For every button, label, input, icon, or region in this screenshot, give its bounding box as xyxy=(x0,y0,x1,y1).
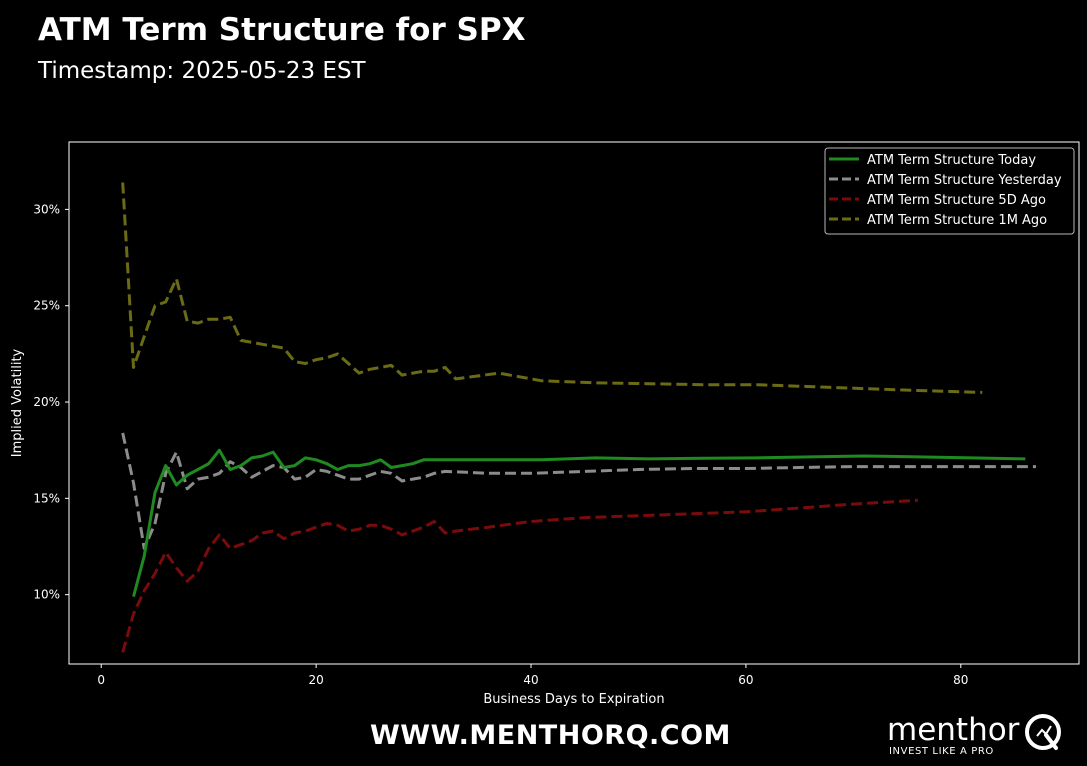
legend-label: ATM Term Structure 5D Ago xyxy=(867,193,1046,208)
x-tick-label: 60 xyxy=(738,673,753,687)
website-url[interactable]: WWW.MENTHORQ.COM xyxy=(370,720,731,751)
legend-label: ATM Term Structure 1M Ago xyxy=(867,213,1047,228)
brand-logo: menthor INVEST LIKE A PRO xyxy=(887,712,1077,760)
chart-subtitle: Timestamp: 2025-05-23 EST xyxy=(38,58,366,84)
chart-legend: ATM Term Structure Today ATM Term Structu… xyxy=(824,147,1075,235)
brand-name: menthor xyxy=(887,712,1020,748)
y-tick-label: 30% xyxy=(33,202,60,216)
series-line-2 xyxy=(121,498,918,653)
legend-label: ATM Term Structure Yesterday xyxy=(867,173,1062,188)
brand-q-icon xyxy=(1025,714,1061,750)
y-tick-label: 15% xyxy=(33,491,60,505)
y-tick-label: 20% xyxy=(33,395,60,409)
series-line-3 xyxy=(121,182,983,394)
axis-layer: 0 20 40 60 80 10% 15% 20% 25% 30% xyxy=(33,202,968,687)
chart-title: ATM Term Structure for SPX xyxy=(38,12,526,48)
x-tick-label: 40 xyxy=(523,673,538,687)
series-layer xyxy=(121,182,1036,653)
y-tick-label: 25% xyxy=(33,299,60,313)
legend-label: ATM Term Structure Today xyxy=(867,153,1036,168)
x-tick-label: 80 xyxy=(953,673,968,687)
series-line-1 xyxy=(121,432,1036,550)
series-line-0 xyxy=(132,448,1026,597)
legend-box xyxy=(824,147,1075,235)
y-tick-label: 10% xyxy=(33,588,60,602)
brand-tagline: INVEST LIKE A PRO xyxy=(889,746,994,757)
x-tick-label: 20 xyxy=(308,673,323,687)
x-tick-label: 0 xyxy=(97,673,105,687)
y-axis-label: Implied Volatility xyxy=(10,348,25,457)
x-axis-label: Business Days to Expiration xyxy=(483,692,664,707)
plot-frame xyxy=(68,141,1080,665)
